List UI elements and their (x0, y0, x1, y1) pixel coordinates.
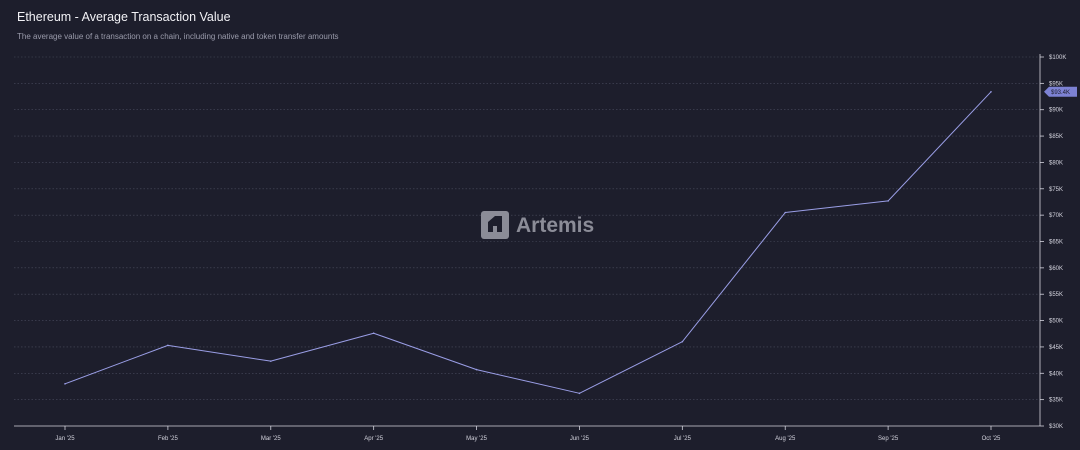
data-point (990, 90, 992, 93)
y-tick-label: $95K (1049, 81, 1063, 87)
data-point (887, 200, 889, 202)
y-tick-label: $40K (1049, 371, 1063, 377)
x-tick-label: Aug '25 (775, 436, 796, 442)
x-tick-label: Feb '25 (158, 436, 178, 442)
x-tick-label: Apr '25 (364, 436, 383, 442)
x-tick-label: Mar '25 (261, 436, 281, 442)
chart-title: Ethereum - Average Transaction Value (17, 10, 231, 24)
x-tick-label: Sep '25 (878, 436, 899, 442)
y-tick-label: $90K (1049, 108, 1063, 114)
x-axis-ticks: Jan '25 Feb '25 Mar '25 Apr '25 May '25 Jun '… (55, 426, 1001, 442)
watermark-text: Artemis (516, 214, 594, 237)
data-point (681, 340, 684, 343)
x-tick-label: Jul '25 (674, 436, 692, 442)
grid-lines (14, 56, 1040, 400)
axes (14, 54, 1041, 427)
last-value-marker: $93.4K (1044, 86, 1077, 97)
data-point (64, 383, 66, 385)
y-tick-label: $80K (1049, 160, 1063, 166)
y-tick-label: $75K (1049, 187, 1063, 193)
data-point (578, 392, 581, 395)
y-tick-label: $55K (1049, 292, 1063, 298)
y-tick-label: $70K (1049, 213, 1063, 219)
data-point (269, 360, 272, 362)
data-point (784, 211, 787, 214)
chart-subtitle: The average value of a transaction on a … (17, 32, 339, 41)
y-tick-label: $65K (1049, 240, 1063, 246)
x-tick-label: Jun '25 (570, 436, 590, 442)
series-line (64, 91, 992, 394)
series-group (64, 90, 992, 395)
y-tick-label: $60K (1049, 266, 1063, 272)
last-value-badge (1044, 86, 1077, 97)
y-tick-label: $45K (1049, 345, 1063, 351)
data-point (167, 344, 169, 347)
y-tick-label: $100K (1049, 55, 1066, 61)
last-value-label: $93.4K (1051, 90, 1070, 96)
x-tick-label: Jan '25 (55, 436, 75, 442)
data-point (372, 332, 375, 335)
y-tick-label: $30K (1049, 424, 1063, 430)
y-axis-ticks: $30K $35K $40K $45K $50K $55K $60K $65K $70K $75K… (1040, 55, 1066, 430)
watermark: Artemis (481, 211, 594, 239)
data-point (475, 368, 478, 371)
y-tick-label: $50K (1049, 319, 1063, 325)
y-tick-label: $35K (1049, 398, 1063, 404)
x-tick-label: May '25 (466, 436, 487, 442)
x-tick-label: Oct '25 (982, 436, 1001, 442)
artemis-logo-icon (481, 211, 509, 239)
y-tick-label: $85K (1049, 134, 1063, 140)
